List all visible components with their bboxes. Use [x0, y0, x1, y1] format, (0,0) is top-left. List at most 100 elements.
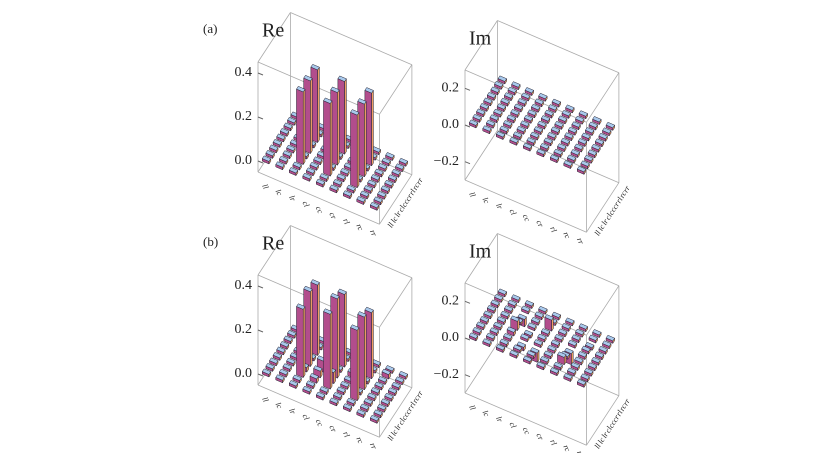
bar-top: [395, 376, 405, 383]
box-edge: [497, 343, 620, 397]
row-label: rc: [354, 435, 365, 445]
bar-side: [329, 310, 333, 391]
bar: [540, 143, 550, 153]
col-label: lr: [393, 422, 404, 432]
bar-side: [329, 99, 333, 178]
bar-top: [510, 315, 520, 322]
bar-top: [530, 347, 540, 354]
col-label: cr: [610, 200, 622, 211]
bar: [490, 299, 500, 309]
bar-top: [384, 179, 394, 187]
bar: [598, 132, 608, 143]
box-edge: [464, 343, 498, 394]
bar: [472, 114, 482, 124]
z-tick: [464, 161, 471, 165]
bar: [538, 305, 548, 316]
bar-top: [516, 341, 526, 348]
bar-face: [323, 311, 331, 390]
col-label: rr: [621, 183, 632, 194]
bar-top: [391, 168, 401, 176]
bar: [496, 103, 507, 113]
bar: [591, 143, 601, 154]
bar: [486, 332, 496, 343]
bar-top: [369, 201, 380, 209]
bar: [265, 363, 275, 373]
col-label: rc: [410, 394, 421, 404]
bar: [574, 143, 584, 153]
bar-top: [357, 98, 367, 105]
bar-top: [364, 87, 374, 94]
box-edge: [586, 72, 620, 123]
box-edge: [379, 174, 413, 225]
bar: [557, 143, 567, 153]
bar: [377, 190, 387, 201]
z-tick: [257, 160, 264, 164]
bar: [523, 114, 534, 125]
bar-top: [381, 368, 391, 375]
bar: [387, 387, 398, 397]
bar: [506, 114, 516, 124]
bar-top: [330, 293, 340, 300]
bar: [567, 126, 578, 137]
bar: [504, 92, 514, 102]
bar: [342, 190, 353, 200]
bar: [309, 161, 319, 172]
bar-top: [360, 403, 370, 410]
bar: [499, 338, 509, 348]
bar: [592, 329, 602, 339]
bar-top: [564, 132, 574, 139]
bar-top: [287, 330, 297, 337]
bar: [265, 150, 275, 160]
bar: [384, 392, 394, 403]
bar: [261, 368, 272, 378]
bar: [381, 368, 391, 380]
col-label: cl: [603, 211, 614, 221]
row-label: cc: [521, 426, 532, 437]
col-label: cl: [603, 424, 614, 434]
bar-top: [517, 313, 527, 320]
bar-top: [598, 345, 608, 353]
col-label: rc: [617, 402, 628, 412]
bar-top: [279, 128, 290, 135]
bar: [367, 392, 377, 402]
bar: [310, 64, 320, 144]
bar: [333, 179, 343, 189]
bar-top: [521, 92, 531, 99]
bar-top: [385, 365, 395, 372]
bar-top: [558, 328, 568, 335]
bar: [370, 174, 381, 184]
row-label: lr: [494, 202, 505, 211]
bar: [377, 403, 387, 414]
bar-top: [313, 365, 323, 372]
bar-top: [553, 361, 563, 369]
bar-top: [350, 324, 360, 331]
row-label: ll: [260, 183, 270, 192]
bar: [521, 305, 531, 315]
bar-side: [310, 77, 313, 155]
row-label: cl: [301, 412, 312, 422]
bar-top: [522, 142, 533, 149]
bar-top: [538, 305, 548, 313]
bar: [319, 173, 329, 183]
box-edge: [464, 130, 498, 181]
row-label: rr: [368, 441, 379, 451]
bar: [520, 120, 530, 130]
bar-top: [269, 357, 279, 364]
bar: [287, 330, 297, 340]
bar-side: [317, 281, 320, 357]
bar-top: [333, 392, 343, 399]
bar: [587, 362, 597, 372]
bar-top: [310, 64, 320, 71]
z-tick: [464, 124, 471, 128]
bar: [581, 345, 591, 355]
bar-top: [504, 92, 514, 99]
bar-top: [521, 305, 531, 312]
bar-top: [564, 347, 574, 355]
bar: [507, 299, 517, 310]
bar-top: [373, 409, 383, 416]
bar-top: [483, 310, 493, 317]
bar-side: [364, 100, 367, 178]
row-label: cr: [327, 424, 338, 435]
bar: [336, 173, 346, 183]
